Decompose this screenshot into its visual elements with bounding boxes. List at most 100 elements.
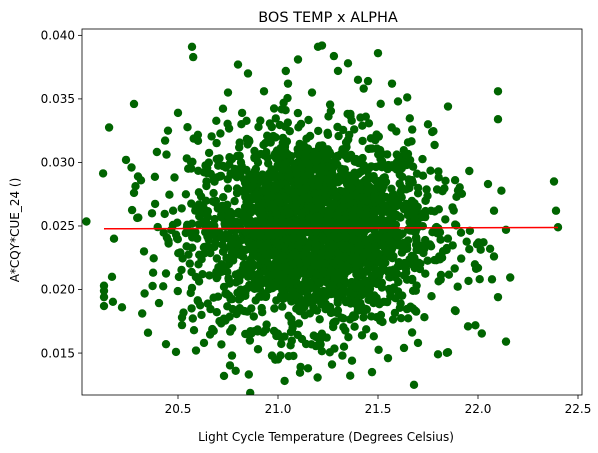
cloud-point <box>334 289 344 299</box>
data-point <box>453 186 463 195</box>
cloud-point <box>277 333 286 342</box>
data-point <box>423 120 433 129</box>
cloud-point <box>212 116 221 126</box>
data-point <box>393 97 403 106</box>
cloud-point <box>313 181 323 190</box>
cloud-point <box>325 100 335 109</box>
cloud-point <box>294 179 303 189</box>
cloud-point <box>176 248 185 257</box>
cloud-point <box>280 146 290 155</box>
cloud-point <box>261 292 271 302</box>
cloud-point <box>374 345 383 354</box>
cloud-point <box>160 209 169 219</box>
cloud-point <box>241 329 250 339</box>
y-tick-label: 0.015 <box>41 346 75 360</box>
cloud-point <box>427 292 436 301</box>
plot-area-frame <box>81 28 583 396</box>
cloud-point <box>312 287 321 297</box>
data-point <box>549 177 559 186</box>
cloud-point <box>485 244 495 253</box>
y-tick-label: 0.040 <box>41 29 75 43</box>
cloud-point <box>205 271 214 280</box>
cloud-point <box>344 135 353 144</box>
cloud-point <box>252 152 261 162</box>
cloud-point <box>497 186 506 195</box>
cloud-point <box>352 270 361 279</box>
cloud-point <box>339 225 348 235</box>
cloud-point <box>290 249 299 258</box>
y-tick-label: 0.030 <box>41 156 75 170</box>
cloud-point <box>236 285 245 294</box>
cloud-point <box>338 202 347 211</box>
data-point <box>501 225 511 234</box>
cloud-point <box>288 233 298 243</box>
cloud-point <box>423 191 432 200</box>
data-point <box>367 367 377 377</box>
cloud-point <box>282 137 292 146</box>
cloud-point <box>245 336 255 345</box>
data-point <box>243 69 253 78</box>
cloud-point <box>238 217 247 226</box>
cloud-point <box>259 140 268 150</box>
cloud-point <box>287 227 296 236</box>
cloud-point <box>394 154 403 163</box>
cloud-point <box>284 185 293 195</box>
cloud-point <box>422 185 431 194</box>
cloud-point <box>276 228 285 237</box>
cloud-point <box>306 171 315 180</box>
cloud-point <box>284 166 294 175</box>
cloud-point <box>279 98 288 108</box>
cloud-point <box>187 164 196 173</box>
cloud-point <box>291 291 300 300</box>
cloud-point <box>323 128 332 137</box>
cloud-point <box>346 109 355 119</box>
data-point <box>117 303 127 312</box>
cloud-point <box>318 234 327 243</box>
cloud-point <box>277 339 286 349</box>
cloud-point <box>209 188 218 198</box>
cloud-point <box>465 245 474 254</box>
cloud-point <box>283 118 292 127</box>
cloud-point <box>370 245 380 255</box>
cloud-point <box>258 308 267 317</box>
cloud-point <box>410 199 419 208</box>
cloud-point <box>194 166 203 175</box>
cloud-point <box>293 108 303 118</box>
cloud-point <box>392 210 401 219</box>
cloud-point <box>376 99 385 109</box>
cloud-point <box>140 289 149 298</box>
cloud-point <box>217 340 226 349</box>
cloud-point <box>133 213 142 223</box>
cloud-point <box>368 272 378 281</box>
cloud-point <box>217 260 226 269</box>
data-point <box>473 263 483 273</box>
cloud-point <box>313 241 322 251</box>
cloud-point <box>448 241 457 250</box>
cloud-point <box>225 153 234 162</box>
data-point <box>109 234 119 243</box>
data-point <box>483 179 493 189</box>
cloud-point <box>148 281 157 291</box>
cloud-point <box>228 304 237 314</box>
cloud-point <box>358 254 367 264</box>
cloud-point <box>237 108 247 118</box>
cloud-point <box>277 291 286 300</box>
cloud-point <box>347 116 356 125</box>
cloud-point <box>254 122 263 132</box>
data-point <box>259 87 269 96</box>
cloud-point <box>371 162 381 172</box>
cloud-point <box>189 52 198 62</box>
cloud-point <box>364 242 373 252</box>
cloud-point <box>296 119 306 129</box>
cloud-point <box>328 241 337 250</box>
cloud-point <box>256 116 265 125</box>
cloud-point <box>369 298 378 308</box>
cloud-point <box>405 179 414 188</box>
cloud-point <box>267 169 277 179</box>
cloud-point <box>233 151 242 161</box>
cloud-point <box>444 270 454 279</box>
cloud-point <box>353 306 362 315</box>
cloud-point <box>152 147 162 157</box>
cloud-point <box>259 328 268 337</box>
cloud-point <box>357 290 366 300</box>
